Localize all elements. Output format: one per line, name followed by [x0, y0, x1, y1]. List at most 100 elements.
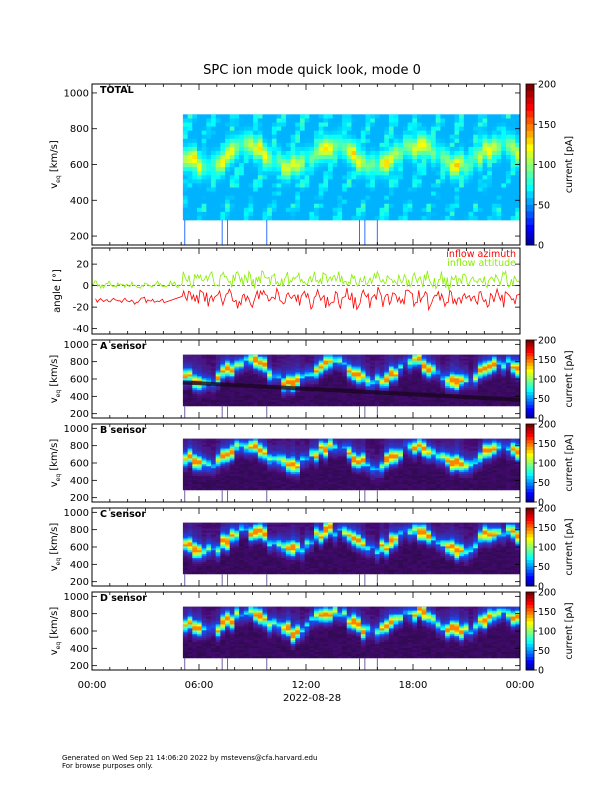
y-axis-label: veq [km/s] — [49, 439, 62, 488]
colorbar-c: 0 50 100 150 200 current [pA] — [525, 504, 575, 593]
colorbar-label: current [pA] — [564, 518, 575, 575]
colorbar-total: 0 50 100 150 200 current [pA] — [525, 80, 575, 252]
panel-total: 0 50 100 150 200 current [pA] 200 400 600 800 1000… — [49, 80, 575, 252]
colorbar-tick-label: 0 — [538, 241, 544, 252]
colorbar-tick-label: 0 — [538, 498, 544, 509]
panel-label: D sensor — [100, 593, 147, 604]
colorbar-tick-label: 150 — [538, 355, 556, 366]
y-tick-label: -20 — [73, 303, 89, 314]
colorbar-tick-label: 200 — [538, 420, 556, 431]
y-tick-label: 400 — [70, 196, 89, 207]
y-tick-label: 200 — [70, 577, 89, 588]
panel-b-data — [182, 438, 520, 502]
colorbar-tick-label: 50 — [538, 394, 550, 405]
y-tick-label: 600 — [70, 459, 89, 470]
y-tick-label: 600 — [70, 627, 89, 638]
y-tick-label: 1000 — [64, 424, 89, 435]
y-tick-label: 600 — [70, 160, 89, 171]
dark-track — [182, 380, 520, 402]
colorbar-tick-label: 0 — [538, 582, 544, 593]
date-label: 2022-08-28 — [283, 693, 341, 704]
y-tick-label: 800 — [70, 441, 89, 452]
x-tick-label: 06:00 — [185, 680, 214, 691]
y-tick-label: 1000 — [64, 88, 89, 99]
colorbar-tick-label: 50 — [538, 646, 550, 657]
footer-note: For browse purposes only. — [62, 762, 153, 770]
colorbar-tick-label: 150 — [538, 607, 556, 618]
panel-total-data — [182, 114, 520, 245]
y-tick-label: 200 — [70, 409, 89, 420]
y-tick-label: 200 — [70, 661, 89, 672]
series-inflow-azimuth — [95, 286, 520, 312]
y-tick-label: 800 — [70, 124, 89, 135]
colorbar-tick-label: 50 — [538, 562, 550, 573]
colorbar-tick-label: 100 — [538, 375, 556, 386]
y-tick-label: 1000 — [64, 340, 89, 351]
y-tick-label: 1000 — [64, 508, 89, 519]
y-tick-label: 200 — [70, 232, 89, 243]
panel-angle-data — [92, 269, 520, 312]
colorbar-a: 0 50 100 150 200 current [pA] — [525, 336, 575, 425]
panel-b: 0 50 100 150 200 current [pA] 200 400 600 800 1000… — [49, 420, 575, 509]
colorbar-tick-label: 50 — [538, 478, 550, 489]
y-tick-label: 400 — [70, 392, 89, 403]
y-tick-label: 800 — [70, 525, 89, 536]
y-axis-label: angle [°] — [52, 269, 63, 313]
colorbar-tick-label: 100 — [538, 459, 556, 470]
panel-label: TOTAL — [100, 85, 134, 96]
colorbar-label: current [pA] — [564, 602, 575, 659]
colorbar-tick-label: 0 — [538, 666, 544, 677]
panel-label: C sensor — [100, 509, 146, 520]
colorbar-tick-label: 150 — [538, 120, 556, 131]
colorbar-tick-label: 200 — [538, 80, 556, 91]
y-tick-label: 600 — [70, 543, 89, 554]
y-axis-label: veq [km/s] — [49, 140, 62, 189]
colorbar-d: 0 50 100 150 200 current [pA] — [525, 588, 575, 677]
legend-inflow-attitude: inflow attitude — [447, 258, 516, 269]
chart-title: SPC ion mode quick look, mode 0 — [203, 63, 421, 78]
y-axis-label: veq [km/s] — [49, 607, 62, 656]
colorbar-tick-label: 100 — [538, 160, 556, 171]
colorbar-tick-label: 50 — [538, 200, 550, 211]
panel-a: 0 50 100 150 200 current [pA] 200 400 600 800 1000… — [49, 336, 575, 425]
y-tick-label: 400 — [70, 644, 89, 655]
colorbar-tick-label: 100 — [538, 627, 556, 638]
y-tick-label: 800 — [70, 609, 89, 620]
panel-c: 0 50 100 150 200 current [pA] 200 400 600 800 1000… — [49, 504, 575, 593]
x-tick-label: 12:00 — [292, 680, 321, 691]
y-tick-label: -40 — [73, 324, 89, 335]
colorbar-tick-label: 0 — [538, 414, 544, 425]
colorbar-tick-label: 200 — [538, 336, 556, 347]
panel-label: B sensor — [100, 425, 147, 436]
colorbar-tick-label: 150 — [538, 439, 556, 450]
y-axis-label: veq [km/s] — [49, 523, 62, 572]
footer-generated: Generated on Wed Sep 21 14:06:20 2022 by… — [62, 754, 318, 762]
colorbar-tick-label: 200 — [538, 588, 556, 599]
series-inflow-attitude — [92, 269, 520, 291]
colorbar-label: current [pA] — [564, 350, 575, 407]
x-axis-labels: 00:00 06:00 12:00 18:00 00:00 — [78, 680, 535, 691]
colorbar-b: 0 50 100 150 200 current [pA] — [525, 420, 575, 509]
x-tick-label: 00:00 — [506, 680, 535, 691]
y-tick-label: 400 — [70, 560, 89, 571]
y-tick-label: 0 — [83, 281, 89, 292]
y-tick-label: 600 — [70, 375, 89, 386]
y-tick-label: 20 — [76, 260, 89, 271]
panel-a-data — [182, 354, 520, 418]
colorbar-label: current [pA] — [564, 136, 575, 193]
panel-d: 0 50 100 150 200 current [pA] 200 400 600 800 1000… — [49, 588, 575, 677]
panel-c-data — [182, 522, 520, 586]
x-tick-label: 00:00 — [78, 680, 107, 691]
panel-label: A sensor — [100, 341, 147, 352]
colorbar-label: current [pA] — [564, 434, 575, 491]
y-axis-label: veq [km/s] — [49, 355, 62, 404]
y-tick-label: 400 — [70, 476, 89, 487]
y-tick-label: 1000 — [64, 592, 89, 603]
legend-inflow-azimuth: inflow azimuth — [446, 249, 516, 260]
colorbar-tick-label: 100 — [538, 543, 556, 554]
colorbar-tick-label: 200 — [538, 504, 556, 515]
colorbar-tick-label: 150 — [538, 523, 556, 534]
